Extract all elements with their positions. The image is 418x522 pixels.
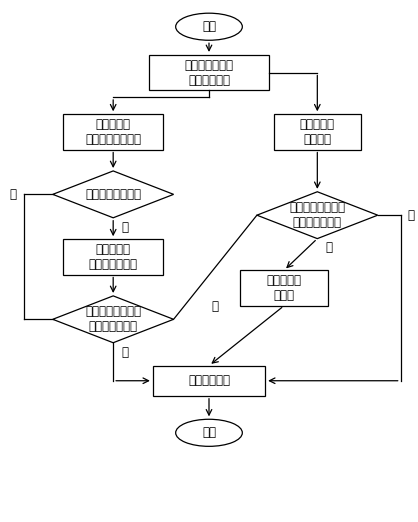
Text: 输出恢复方案: 输出恢复方案 bbox=[188, 374, 230, 387]
Text: 是否存在节点电压
越限或线路过载: 是否存在节点电压 越限或线路过载 bbox=[85, 305, 141, 334]
Text: 执行阶段四
甩负荷: 执行阶段四 甩负荷 bbox=[267, 274, 301, 302]
Text: 否: 否 bbox=[121, 346, 128, 359]
Text: 是: 是 bbox=[121, 221, 128, 234]
Text: 是: 是 bbox=[212, 300, 219, 313]
Text: 读取配网拓扑及
故障隔离信息: 读取配网拓扑及 故障隔离信息 bbox=[184, 58, 234, 87]
Text: 开始: 开始 bbox=[202, 20, 216, 33]
Text: 是否存在失电区域: 是否存在失电区域 bbox=[85, 188, 141, 201]
Text: 执行阶段三
网络重构: 执行阶段三 网络重构 bbox=[300, 118, 335, 146]
Text: 结束: 结束 bbox=[202, 426, 216, 440]
Text: 执行阶段二
恢复网络连通性: 执行阶段二 恢复网络连通性 bbox=[89, 243, 138, 271]
Text: 执行阶段一
确定计划孤岛方案: 执行阶段一 确定计划孤岛方案 bbox=[85, 118, 141, 146]
Text: 否: 否 bbox=[10, 188, 17, 201]
Text: 否: 否 bbox=[408, 209, 415, 222]
Text: 是否存在节点电压
越限或线路过载: 是否存在节点电压 越限或线路过载 bbox=[289, 201, 345, 229]
Text: 是: 是 bbox=[326, 242, 332, 255]
